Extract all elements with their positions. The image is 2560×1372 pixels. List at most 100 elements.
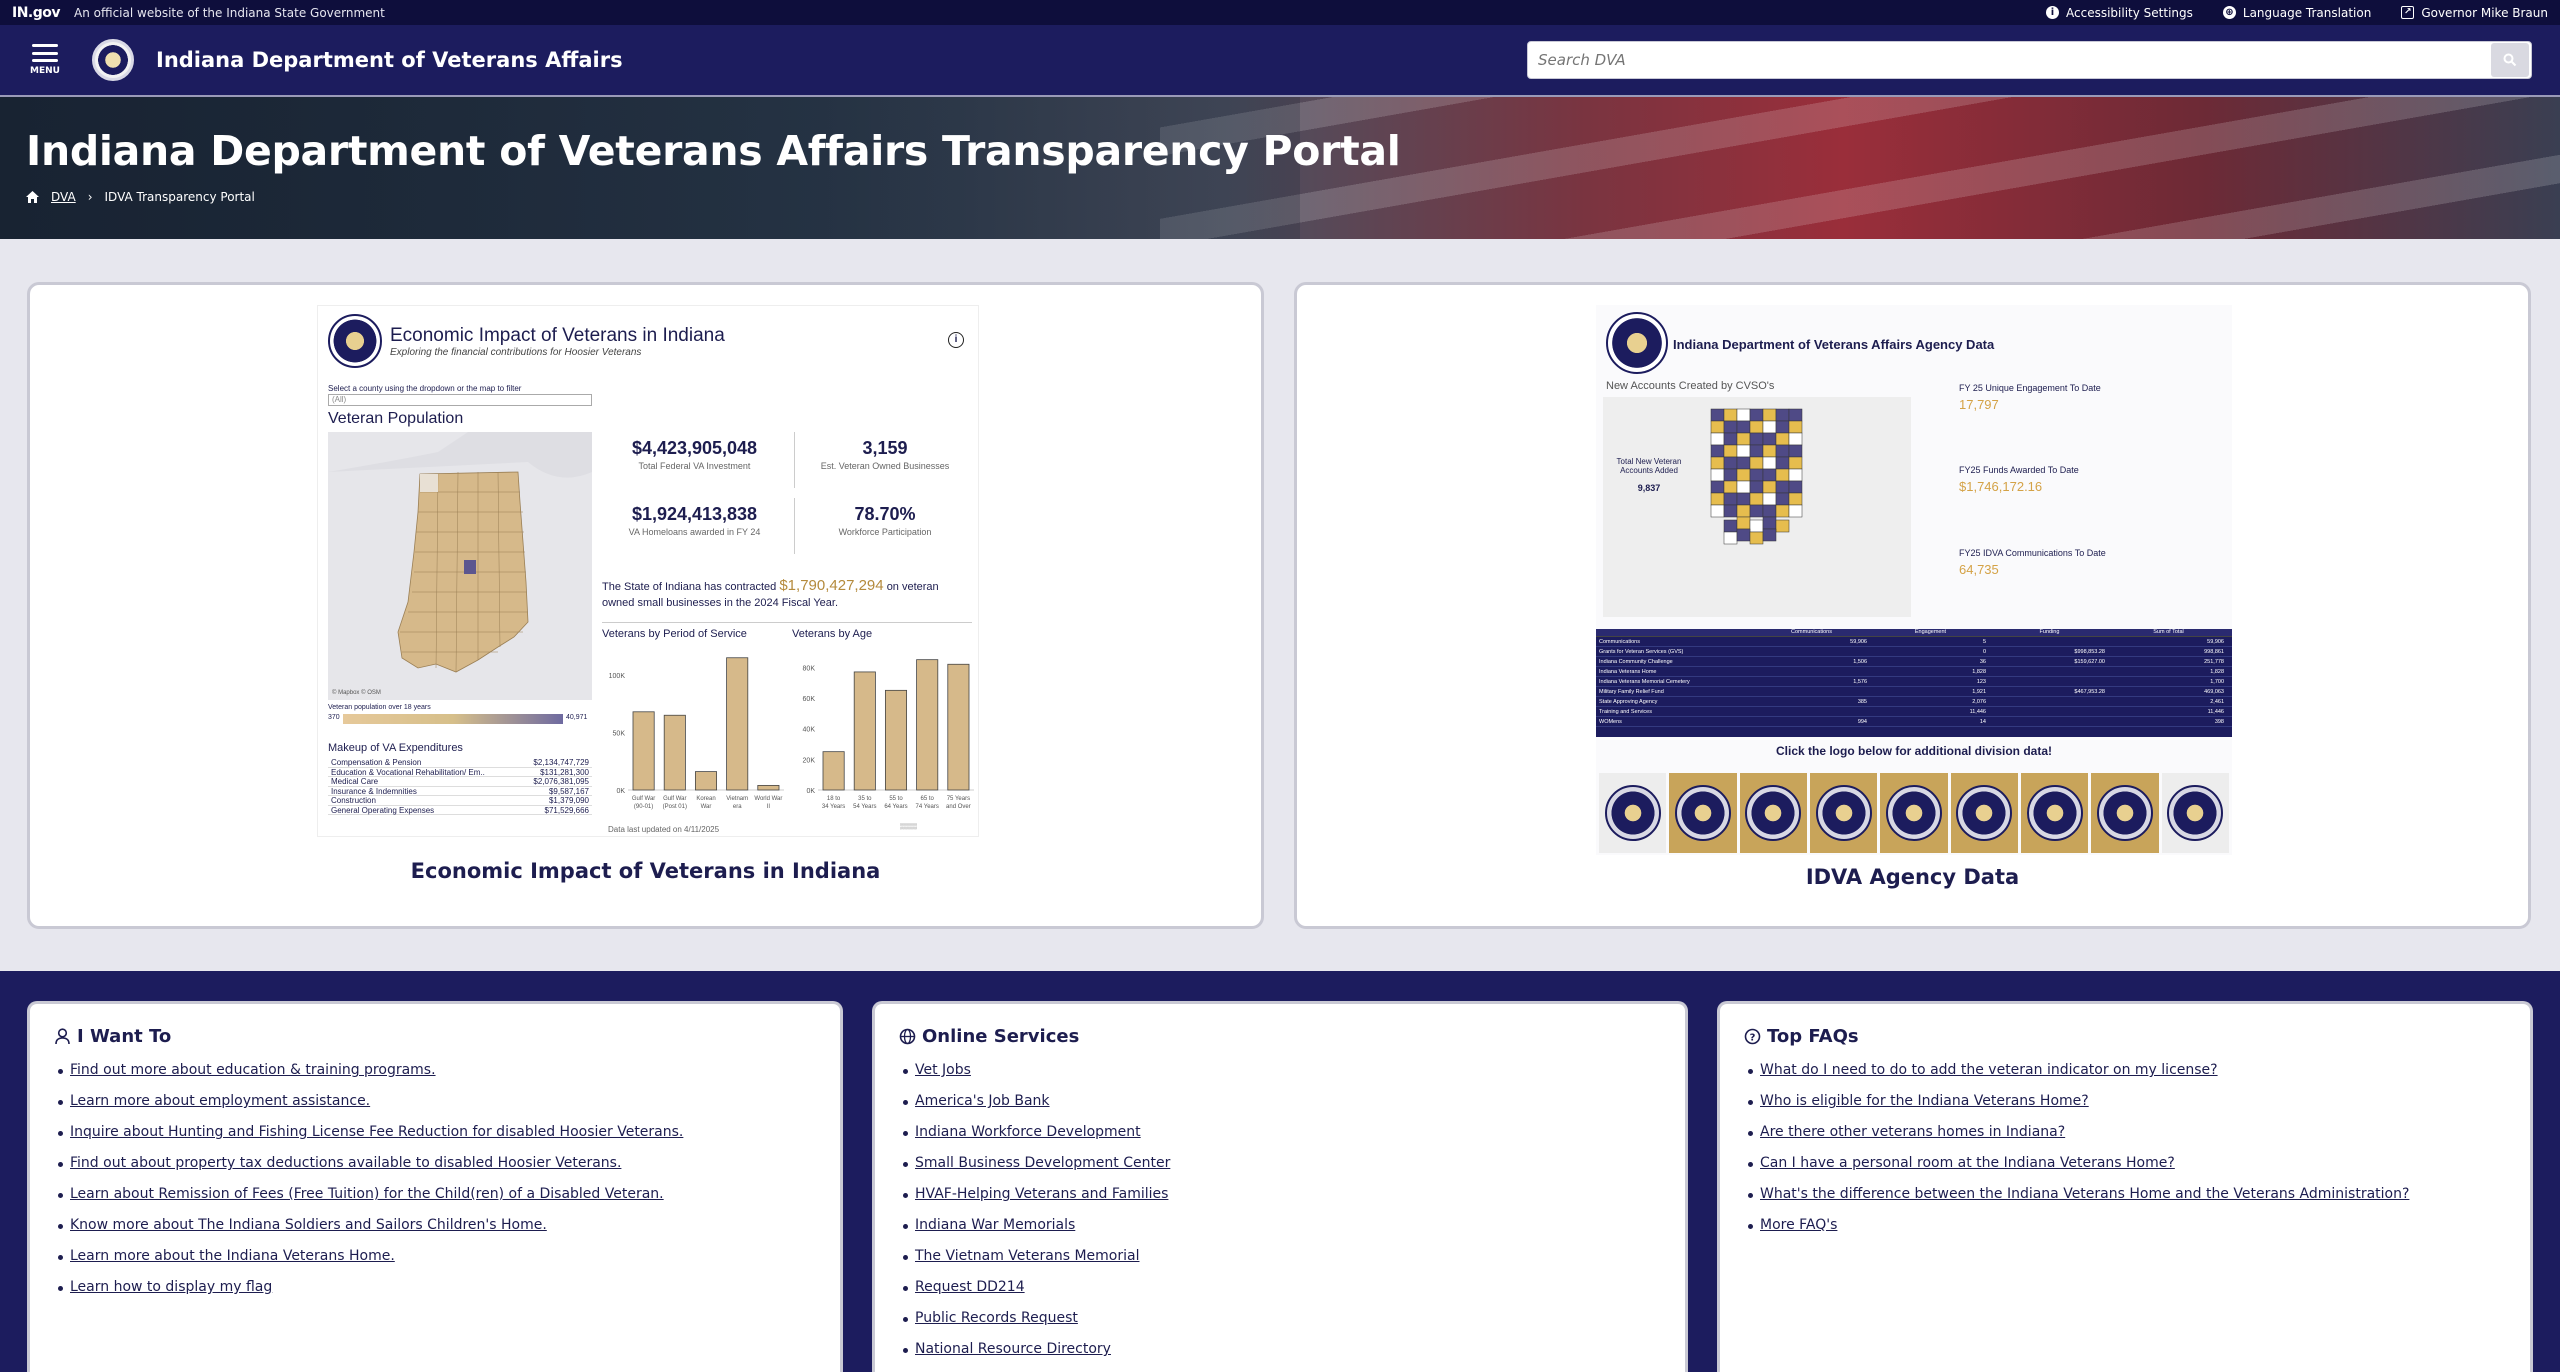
expenditure-row: Compensation & Pension $2,134,747,729: [328, 758, 592, 768]
indiana-map-shape: [1603, 397, 1911, 617]
table-cell: WOMens: [1599, 718, 1622, 725]
agency-data-dashboard[interactable]: Indiana Department of Veterans Affairs A…: [1596, 305, 2232, 855]
online-service-item: National Resource Directory: [899, 1334, 1661, 1365]
division-logo-1[interactable]: [1599, 773, 1667, 853]
i-want-to-link[interactable]: Inquire about Hunting and Fishing Licens…: [70, 1124, 684, 1140]
language-translation-link[interactable]: ⊕ Language Translation: [2222, 6, 2371, 20]
online-service-link[interactable]: Request DD214: [915, 1279, 1025, 1295]
division-seal-icon: [1956, 785, 2013, 841]
governor-link[interactable]: ↗ Governor Mike Braun: [2401, 6, 2548, 20]
breadcrumb-dva-link[interactable]: DVA: [51, 190, 76, 204]
i-want-to-link[interactable]: Learn more about the Indiana Veterans Ho…: [70, 1248, 395, 1264]
division-logo-3[interactable]: [1739, 773, 1807, 853]
i-want-to-item: Learn about Remission of Fees (Free Tuit…: [54, 1179, 816, 1210]
agency-data-caption[interactable]: IDVA Agency Data: [1805, 865, 2020, 889]
agency-data-card[interactable]: Indiana Department of Veterans Affairs A…: [1294, 282, 2531, 929]
agency-dashboard-title: Indiana Department of Veterans Affairs A…: [1673, 337, 1995, 352]
home-icon[interactable]: [26, 191, 39, 203]
info-icon[interactable]: i: [948, 332, 964, 348]
svg-text:?: ?: [1750, 1033, 1756, 1044]
search-icon: [2503, 53, 2517, 67]
i-want-to-link[interactable]: Find out about property tax deductions a…: [70, 1155, 622, 1171]
online-service-link[interactable]: HVAF-Helping Veterans and Families: [915, 1186, 1169, 1202]
accessibility-settings-link[interactable]: i Accessibility Settings: [2046, 6, 2193, 20]
expenditure-row: Medical Care $2,076,381,095: [328, 777, 592, 787]
division-logo-6[interactable]: [1950, 773, 2018, 853]
division-logo-7[interactable]: [2020, 773, 2089, 853]
i-want-to-link[interactable]: Find out more about education & training…: [70, 1062, 436, 1078]
online-service-link[interactable]: Indiana War Memorials: [915, 1217, 1076, 1233]
table-row: WOMens 994 14 398: [1596, 717, 2232, 727]
veteran-population-title: Veteran Population: [328, 410, 464, 427]
menu-button[interactable]: MENU: [28, 44, 62, 76]
faq-link[interactable]: More FAQ's: [1760, 1217, 1838, 1233]
x-tick-label: 65 to: [921, 796, 935, 802]
online-service-link[interactable]: Public Records Request: [915, 1310, 1078, 1326]
i-want-to-link[interactable]: Learn about Remission of Fees (Free Tuit…: [70, 1186, 664, 1202]
expenditure-row: General Operating Expenses $71,529,666: [328, 806, 592, 815]
i-want-to-item: Learn how to display my flag: [54, 1272, 816, 1303]
faq-link[interactable]: What's the difference between the Indian…: [1760, 1186, 2410, 1202]
bar[interactable]: [694, 771, 718, 791]
online-service-link[interactable]: The Vietnam Veterans Memorial: [915, 1248, 1140, 1264]
x-tick-label: 55 to: [889, 796, 903, 802]
expenditure-table: Compensation & Pension $2,134,747,729 Educ…: [328, 758, 592, 815]
bar[interactable]: [726, 657, 749, 791]
bar[interactable]: [822, 751, 845, 791]
faq-link[interactable]: Who is eligible for the Indiana Veterans…: [1760, 1093, 2089, 1109]
bar[interactable]: [884, 689, 908, 791]
chart-title-age: Veterans by Age: [792, 628, 873, 640]
online-service-link[interactable]: Small Business Development Center: [915, 1155, 1171, 1171]
online-service-link[interactable]: Vet Jobs: [915, 1062, 971, 1078]
bar[interactable]: [757, 784, 780, 791]
period-of-service-chart[interactable]: 0K 50K 100K Gulf War (90-01) Gulf War (Post 01…: [602, 644, 788, 824]
accessibility-icon: i: [2046, 6, 2060, 19]
county-select[interactable]: (All): [328, 394, 592, 406]
online-service-link[interactable]: America's Job Bank: [915, 1093, 1050, 1109]
table-cell: 11,446: [1969, 708, 1986, 715]
bar[interactable]: [916, 659, 939, 791]
i-want-to-link[interactable]: Learn how to display my flag: [70, 1279, 273, 1295]
faq-link[interactable]: Can I have a personal room at the Indian…: [1760, 1155, 2175, 1171]
table-row: Training and Services 11,446 11,446: [1596, 707, 2232, 717]
division-logo-2[interactable]: [1669, 773, 1737, 853]
cvso-county-map[interactable]: [1603, 397, 1911, 617]
online-service-item: Request DD214: [899, 1272, 1661, 1303]
table-cell: State Approving Agency: [1599, 698, 1658, 705]
economic-impact-dashboard[interactable]: Economic Impact of Veterans in Indiana E…: [317, 305, 979, 837]
faq-link[interactable]: What do I need to do to add the veteran …: [1760, 1062, 2218, 1078]
x-tick-label: Vietnam: [726, 796, 748, 802]
x-tick-label: 35 to: [858, 796, 872, 802]
search-button[interactable]: [2491, 43, 2529, 77]
division-logo-5[interactable]: [1880, 773, 1948, 853]
indiana-county-map[interactable]: © Mapbox © OSM: [328, 432, 592, 700]
table-cell: 1,506: [1853, 658, 1867, 665]
table-header-cell: Funding: [2039, 629, 2060, 635]
question-circle-icon: ?: [1744, 1028, 1761, 1045]
chevron-right-icon: ›: [87, 190, 93, 204]
division-logo-8[interactable]: [2091, 773, 2159, 853]
idva-seal-logo[interactable]: [92, 39, 134, 81]
in-gov-logo[interactable]: IN.gov: [12, 4, 61, 21]
hero-banner: Indiana Department of Veterans Affairs T…: [0, 97, 2560, 239]
online-service-link[interactable]: National Resource Directory: [915, 1341, 1111, 1357]
bar[interactable]: [632, 711, 655, 791]
page-title: Indiana Department of Veterans Affairs T…: [26, 127, 1401, 175]
faq-link[interactable]: Are there other veterans homes in Indian…: [1760, 1124, 2066, 1140]
i-want-to-link[interactable]: Know more about The Indiana Soldiers and…: [70, 1217, 547, 1233]
bar[interactable]: [663, 714, 686, 791]
economic-impact-caption[interactable]: Economic Impact of Veterans in Indiana: [410, 859, 881, 883]
x-tick-label: World War: [754, 796, 782, 802]
i-want-to-link[interactable]: Learn more about employment assistance.: [70, 1093, 371, 1109]
search-input[interactable]: [1528, 42, 2491, 78]
x-tick-label: Gulf War: [632, 796, 655, 802]
division-logo-9[interactable]: [2161, 773, 2229, 853]
economic-impact-card[interactable]: Economic Impact of Veterans in Indiana E…: [27, 282, 1264, 929]
bar[interactable]: [947, 663, 970, 791]
table-cell: 251,778: [2204, 658, 2224, 665]
online-service-link[interactable]: Indiana Workforce Development: [915, 1124, 1141, 1140]
bar[interactable]: [853, 671, 876, 791]
division-logo-4[interactable]: [1809, 773, 1878, 853]
site-title[interactable]: Indiana Department of Veterans Affairs: [156, 48, 623, 72]
age-chart[interactable]: 0K 20K 40K 60K 80K 18 to 34 Years 35 to 54 Years…: [792, 644, 978, 824]
